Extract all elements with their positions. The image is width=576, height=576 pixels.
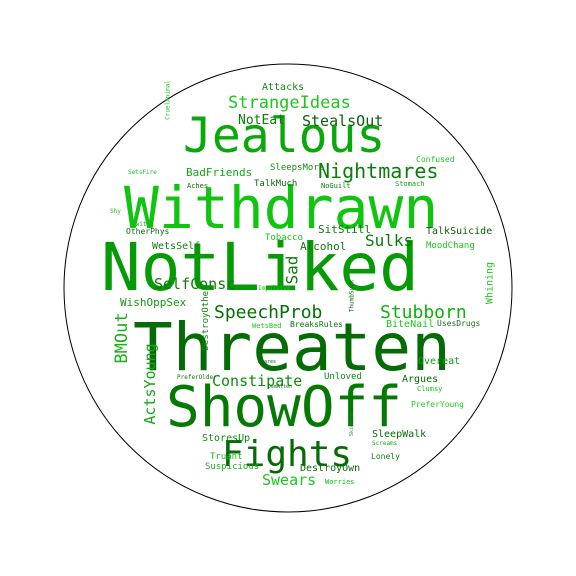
word-breaks-rules: BreaksRules bbox=[290, 320, 343, 329]
word-show-off: ShowOff bbox=[166, 375, 402, 440]
word-dem-atten: DemAtten bbox=[268, 384, 292, 390]
word-stubborn: Stubborn bbox=[380, 302, 467, 323]
word-fights: Fights bbox=[222, 434, 352, 475]
word-talk-much: TalkMuch bbox=[254, 179, 297, 189]
word-wish-opp-sex: WishOppSex bbox=[120, 296, 187, 309]
word-not-eat: NotEat bbox=[238, 113, 285, 128]
word-withdrawn: Withdrawn bbox=[124, 174, 438, 242]
word-bite-nail: BiteNail bbox=[386, 319, 434, 330]
word-sleep-walk: SleepWalk bbox=[372, 429, 426, 440]
word-aches: Aches bbox=[187, 182, 208, 190]
word-threaten: Threaten bbox=[133, 309, 451, 386]
word-confused: Confused bbox=[416, 155, 455, 164]
word-uses-drugs: UsesDrugs bbox=[437, 319, 481, 328]
cloud-boundary-circle bbox=[63, 63, 513, 513]
word-sit-still: SitStill bbox=[318, 223, 371, 236]
word-unloved: Unloved bbox=[324, 372, 362, 382]
word-tobacco: Tobacco bbox=[265, 233, 303, 243]
word-bmout: BMOut bbox=[112, 312, 132, 363]
word-worries: Worries bbox=[325, 478, 355, 486]
word-stomach: Stomach bbox=[395, 180, 425, 188]
word-alcohol: Alcohol bbox=[300, 240, 346, 253]
word-prefer-older: PreferOlder bbox=[177, 374, 217, 381]
word-talk-suicide: TalkSuicide bbox=[426, 226, 492, 237]
word-screams: Screams bbox=[372, 440, 398, 447]
word-bad-friends: BadFriends bbox=[186, 166, 252, 179]
word-wets-self: WetsSelf bbox=[152, 241, 200, 252]
word-jealous: Jealous bbox=[183, 108, 385, 164]
word-not-liked: NotLiked bbox=[101, 229, 419, 306]
word-clumsy: Clumsy bbox=[417, 385, 442, 393]
word-overeat: Overeat bbox=[418, 356, 460, 367]
word-constipate: Constipate bbox=[212, 372, 302, 390]
word-other-phys: OtherPhys bbox=[126, 227, 170, 236]
word-prefer-young: PreferYoung bbox=[411, 400, 464, 409]
word-sets-fire: SetsFire bbox=[128, 169, 157, 176]
word-impulsive: Impulsive bbox=[258, 285, 291, 292]
word-sulks: Sulks bbox=[365, 231, 413, 250]
word-steals-out: StealsOut bbox=[302, 112, 383, 130]
word-nightmares: Nightmares bbox=[318, 159, 438, 183]
word-cruel-animal: CruelAnimal bbox=[165, 80, 172, 120]
word-self-consc: SelfConsc bbox=[154, 275, 235, 293]
word-stores-up: StoresUp bbox=[202, 433, 250, 444]
word-swears: Swears bbox=[262, 471, 316, 489]
word-argues: Argues bbox=[402, 374, 438, 385]
word-suspicious: Suspicious bbox=[205, 462, 259, 472]
word-thumb-suck: ThumbSuck bbox=[349, 279, 356, 312]
word-wets-bed: WetsBed bbox=[252, 322, 282, 330]
word-twitch: Twitch bbox=[132, 221, 154, 228]
word-shy: Shy bbox=[110, 208, 121, 215]
word-no-guilt: NoGuilt bbox=[321, 182, 351, 190]
word-skin-prob: SkinProb bbox=[349, 412, 355, 436]
word-acts-young: ActsYoung bbox=[141, 343, 159, 424]
word-whining: Whining bbox=[485, 262, 496, 304]
word-sad: Sad bbox=[283, 256, 302, 285]
word-mood-chang: MoodChang bbox=[426, 241, 475, 251]
word-destroy-own: DestroyOwn bbox=[300, 463, 360, 474]
word-strange-ideas: StrangeIdeas bbox=[228, 93, 351, 113]
word-speech-prob: SpeechProb bbox=[214, 302, 322, 323]
word-sleeps-more: SleepsMore bbox=[270, 163, 324, 173]
word-destroy-other: DestroyOther bbox=[201, 285, 211, 351]
word-truant: Truant bbox=[210, 452, 243, 462]
word-attacks: Attacks bbox=[262, 82, 304, 93]
word-stares: Stares bbox=[258, 359, 276, 365]
word-lonely: Lonely bbox=[371, 452, 400, 461]
